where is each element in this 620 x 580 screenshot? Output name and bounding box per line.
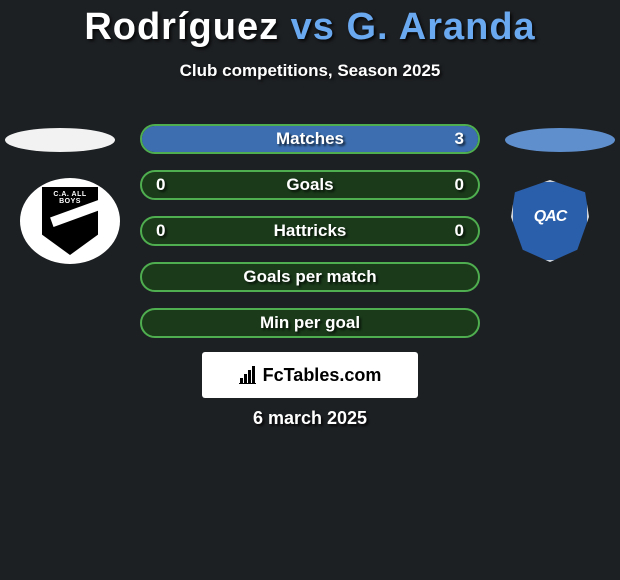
date-text: 6 march 2025 bbox=[0, 408, 620, 429]
vs-text: vs bbox=[291, 6, 335, 48]
stat-value-right: 0 bbox=[455, 175, 464, 195]
comparison-title: Rodríguez vs G. Aranda bbox=[0, 0, 620, 49]
stat-label: Min per goal bbox=[260, 313, 360, 333]
stat-label: Goals per match bbox=[243, 267, 376, 287]
stat-row: Min per goal bbox=[140, 308, 480, 338]
stat-value-right: 3 bbox=[455, 129, 464, 149]
stat-label: Hattricks bbox=[274, 221, 347, 241]
player1-name: Rodríguez bbox=[84, 6, 279, 48]
brand-text: FcTables.com bbox=[263, 365, 382, 386]
subtitle: Club competitions, Season 2025 bbox=[0, 61, 620, 81]
stat-row: 0 Hattricks 0 bbox=[140, 216, 480, 246]
stat-label: Matches bbox=[276, 129, 344, 149]
stat-label: Goals bbox=[286, 175, 333, 195]
stat-value-left: 0 bbox=[156, 175, 165, 195]
stat-value-left: 0 bbox=[156, 221, 165, 241]
brand-box: FcTables.com bbox=[202, 352, 418, 398]
stat-row: 0 Goals 0 bbox=[140, 170, 480, 200]
bar-chart-icon bbox=[239, 366, 259, 384]
stats-area: Matches 3 0 Goals 0 0 Hattricks 0 Goals per matc… bbox=[0, 124, 620, 354]
stat-row: Matches 3 bbox=[140, 124, 480, 154]
stat-row: Goals per match bbox=[140, 262, 480, 292]
player2-name: G. Aranda bbox=[347, 6, 536, 48]
stat-value-right: 0 bbox=[455, 221, 464, 241]
